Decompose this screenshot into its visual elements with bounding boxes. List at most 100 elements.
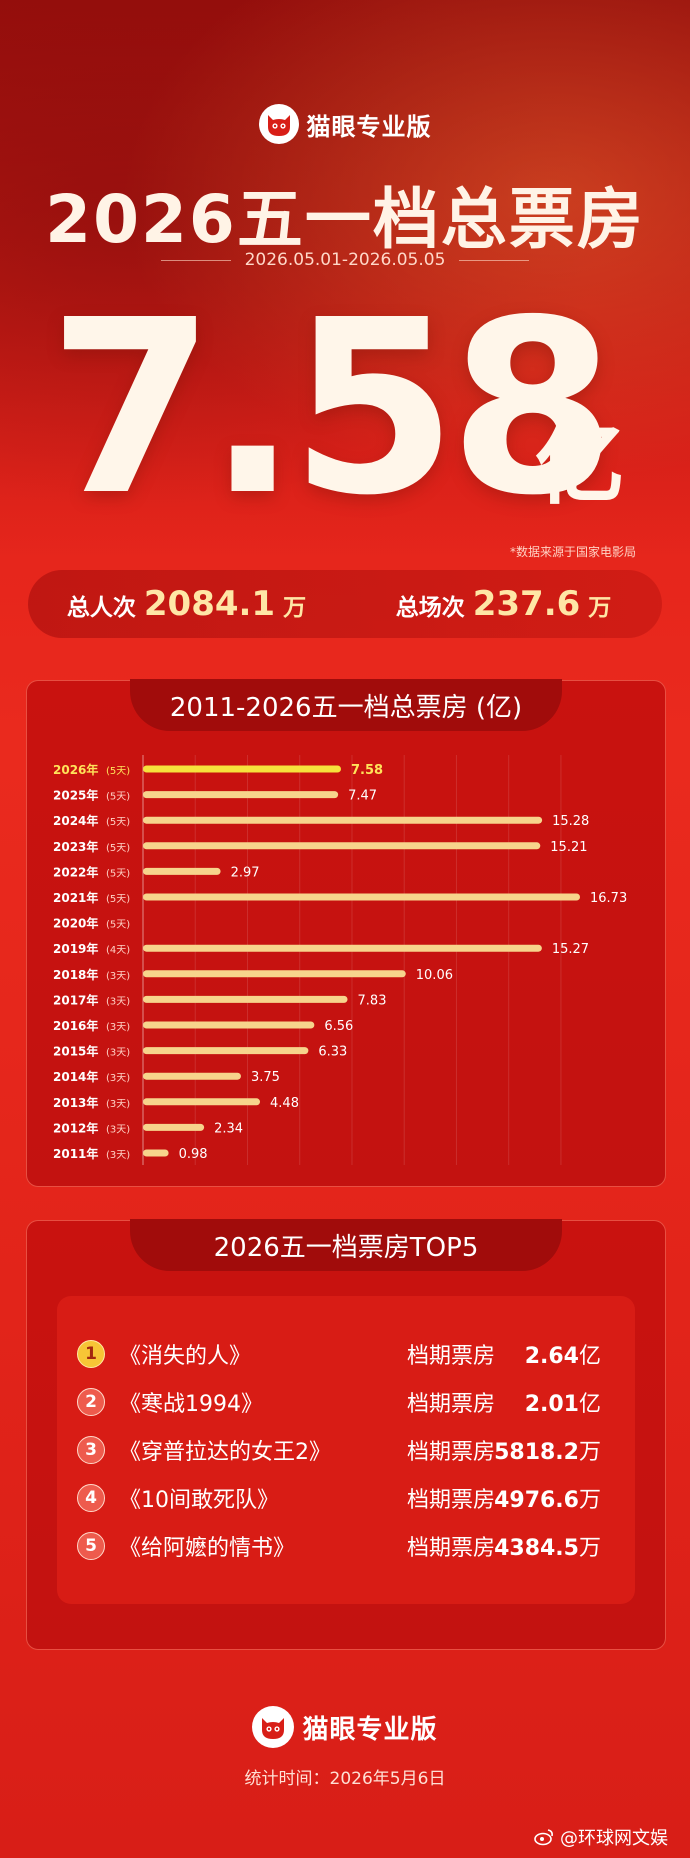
value-label: 2.97 <box>231 865 260 880</box>
movie-box-office: 2.64亿 <box>525 1338 601 1370</box>
movie-box-office-unit: 万 <box>578 1488 601 1513</box>
bar <box>143 893 580 901</box>
divider <box>160 259 231 261</box>
bar <box>143 1021 315 1029</box>
year-label: 2022年 <box>53 864 98 879</box>
days-label: (5天) <box>106 843 130 854</box>
movie-box-office: 2.01亿 <box>525 1386 601 1418</box>
year-label: 2021年 <box>53 890 98 905</box>
admissions-stat: 总人次 2084.1 万 <box>28 584 345 624</box>
value-label: 7.83 <box>358 993 387 1008</box>
year-label: 2016年 <box>53 1018 98 1033</box>
rank-badge: 5 <box>77 1532 105 1560</box>
rank-badge: 3 <box>77 1436 105 1464</box>
weibo-watermark: @环球网文娱 <box>534 1824 668 1850</box>
days-label: (3天) <box>106 1124 130 1135</box>
days-label: (3天) <box>106 1048 130 1059</box>
value-label: 16.73 <box>590 891 627 906</box>
box-office-tag: 档期票房 <box>407 1440 496 1465</box>
history-chart-panel: 2026年 (5天) 7.58 2025年 (5天) 7.47 2024年 (5天) 15.28… <box>26 679 666 1187</box>
poster-collage-background <box>0 0 690 560</box>
days-label: (5天) <box>106 792 130 803</box>
year-label: 2025年 <box>53 788 98 803</box>
year-label: 2013年 <box>53 1095 98 1110</box>
days-label: (5天) <box>106 766 130 777</box>
movie-box-office-value: 2.01 <box>524 1392 579 1417</box>
box-office-tag: 档期票房 <box>407 1536 496 1561</box>
admissions-label: 总人次 <box>66 595 136 621</box>
weibo-icon <box>534 1829 553 1846</box>
admissions-unit: 万 <box>283 595 307 621</box>
bar <box>143 995 348 1003</box>
footer-brand: 猫眼专业版 <box>0 1706 690 1748</box>
days-label: (5天) <box>106 817 130 828</box>
screenings-label: 总场次 <box>395 595 465 621</box>
days-label: (3天) <box>106 1150 130 1161</box>
movie-name: 《10间敢死队》 <box>119 1488 279 1513</box>
year-label: 2011年 <box>53 1146 98 1161</box>
brand-header: 猫眼专业版 <box>0 104 690 144</box>
days-label: (3天) <box>106 1099 130 1110</box>
screenings-unit: 万 <box>588 595 612 621</box>
stat-timestamp: 统计时间：2026年5月6日 <box>244 1769 446 1789</box>
rank-badge: 1 <box>77 1340 105 1368</box>
top5-row: 2 《寒战1994》 档期票房 2.01亿 <box>57 1382 635 1422</box>
movie-box-office-unit: 亿 <box>578 1392 601 1417</box>
value-label: 7.58 <box>351 763 383 778</box>
chart-title: 2011-2026五一档总票房 (亿) <box>130 679 562 731</box>
top5-list: 1 《消失的人》 档期票房 2.64亿 2 《寒战1994》 档期票房 2.01亿 3 《穿普拉达… <box>57 1296 635 1604</box>
year-label: 2026年 <box>53 762 98 777</box>
footer-brand-name: 猫眼专业版 <box>302 1714 438 1745</box>
brand-name: 猫眼专业版 <box>306 112 432 141</box>
value-label: 7.47 <box>348 789 377 804</box>
movie-box-office-value: 4976.6 <box>494 1488 579 1513</box>
value-label: 2.34 <box>214 1121 243 1136</box>
value-label: 15.28 <box>552 814 589 829</box>
bar <box>143 867 221 875</box>
top5-title: 2026五一档票房TOP5 <box>130 1219 562 1271</box>
box-office-tag: 档期票房 <box>407 1488 496 1513</box>
top5-row: 3 《穿普拉达的女王2》 档期票房 5818.2万 <box>57 1430 635 1470</box>
days-label: (3天) <box>106 1022 130 1033</box>
year-label: 2024年 <box>53 813 98 828</box>
year-label: 2014年 <box>53 1069 98 1084</box>
movie-name: 《消失的人》 <box>119 1344 252 1369</box>
movie-box-office-value: 5818.2 <box>494 1440 579 1465</box>
movie-box-office: 5818.2万 <box>494 1434 601 1466</box>
cat-logo-icon <box>252 1706 295 1748</box>
rank-badge: 2 <box>77 1388 105 1416</box>
days-label: (5天) <box>106 868 130 879</box>
date-range: 2026.05.01-2026.05.05 <box>0 250 690 270</box>
movie-name: 《穿普拉达的女王2》 <box>119 1440 331 1465</box>
movie-box-office-unit: 万 <box>578 1440 601 1465</box>
divider <box>459 259 530 261</box>
year-label: 2019年 <box>53 941 98 956</box>
year-label: 2012年 <box>53 1120 98 1135</box>
rank-badge: 4 <box>77 1484 105 1512</box>
movie-box-office: 4976.6万 <box>494 1482 601 1514</box>
year-label: 2015年 <box>53 1044 98 1059</box>
total-box-office-value: 7.58 <box>48 268 616 548</box>
cat-logo-icon <box>258 104 299 144</box>
value-label: 6.33 <box>318 1045 347 1060</box>
days-label: (4天) <box>106 945 130 956</box>
year-label: 2023年 <box>53 839 98 854</box>
bar <box>143 970 406 978</box>
total-box-office-unit: 亿 <box>535 412 625 517</box>
screenings-stat: 总场次 237.6 万 <box>345 584 662 624</box>
bar <box>143 1072 241 1080</box>
top5-row: 1 《消失的人》 档期票房 2.64亿 <box>57 1334 635 1374</box>
value-label: 4.48 <box>270 1096 299 1111</box>
movie-box-office-unit: 万 <box>578 1536 601 1561</box>
value-label: 15.21 <box>550 840 587 855</box>
bar <box>143 944 542 952</box>
bar <box>143 1123 205 1131</box>
value-label: 3.75 <box>251 1070 280 1085</box>
top5-row: 4 《10间敢死队》 档期票房 4976.6万 <box>57 1478 635 1518</box>
top5-row: 5 《给阿嬷的情书》 档期票房 4384.5万 <box>57 1526 635 1566</box>
bar <box>143 1047 309 1055</box>
source-note: *数据来源于国家电影局 <box>510 545 637 559</box>
movie-name: 《寒战1994》 <box>119 1392 263 1417</box>
bar <box>143 1098 261 1106</box>
box-office-tag: 档期票房 <box>407 1344 496 1369</box>
